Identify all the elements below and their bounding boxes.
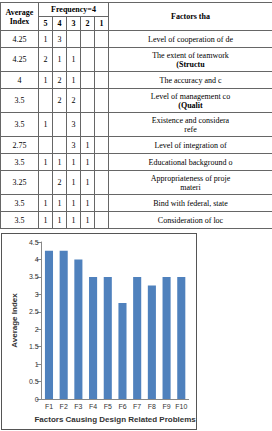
svg-text:Factors Causing Design Related: Factors Causing Design Related Problems (34, 415, 196, 424)
html-text:1: 1 (85, 198, 90, 208)
html-text:3.5: 3.5 (14, 96, 25, 105)
svg-text:1: 1 (35, 361, 39, 368)
html-text:2: 2 (85, 19, 90, 28)
html-text:1: 1 (57, 215, 62, 225)
svg-text:F5: F5 (104, 403, 112, 410)
svg-text:F9: F9 (162, 403, 170, 410)
svg-text:F3: F3 (74, 403, 82, 410)
html-text:Bind with federal, state: Bind with federal, state (153, 198, 228, 208)
html-text:1: 1 (43, 75, 48, 85)
html-text:1: 1 (85, 215, 90, 225)
html-text:4.25: 4.25 (12, 55, 27, 64)
svg-text:0.5: 0.5 (29, 378, 39, 385)
svg-text:F4: F4 (89, 403, 97, 410)
html-text:Appropriateness of proje: Appropriateness of proje (150, 173, 231, 183)
html-text:1: 1 (85, 157, 90, 167)
html-text:4.25: 4.25 (12, 34, 27, 44)
html-text:4: 4 (17, 75, 22, 85)
html-text:Frequency=4: Frequency=4 (51, 5, 96, 14)
html-text:3.5: 3.5 (14, 157, 25, 167)
html-text:Level of cooperation of de: Level of cooperation of de (148, 34, 233, 44)
html-text:1: 1 (71, 75, 76, 85)
html-text:2: 2 (43, 55, 48, 64)
html-text:2: 2 (57, 75, 62, 85)
html-text:Educational background o: Educational background o (148, 157, 233, 167)
svg-text:F2: F2 (60, 403, 68, 410)
html-text:Consideration of loc: Consideration of loc (157, 215, 224, 225)
html-text:3.5: 3.5 (14, 120, 25, 129)
html-text:1: 1 (71, 178, 76, 187)
html-text:1: 1 (99, 19, 104, 28)
html-text:Factors tha: Factors tha (171, 12, 210, 21)
html-text:1: 1 (71, 157, 76, 167)
html-text:1: 1 (71, 198, 76, 208)
html-text:3.5: 3.5 (14, 198, 25, 208)
html-text:4: 4 (57, 19, 62, 28)
html-text:1: 1 (43, 198, 48, 208)
html-text:5: 5 (43, 19, 48, 28)
html-text:1: 1 (43, 34, 48, 44)
html-text:3.25: 3.25 (12, 178, 27, 187)
svg-text:Average Index: Average Index (10, 293, 19, 348)
svg-text:0: 0 (35, 396, 39, 403)
html-text:3.5: 3.5 (14, 215, 25, 225)
html-text:Existence and considera: Existence and considera (151, 115, 230, 125)
svg-text:F10: F10 (175, 403, 187, 410)
html-text:3: 3 (71, 120, 76, 129)
svg-text:F6: F6 (118, 403, 126, 410)
html-text:Index: Index (9, 16, 30, 26)
html-text:refe: refe (184, 124, 197, 134)
html-text:Average: Average (5, 7, 34, 17)
html-text:2: 2 (71, 96, 76, 105)
html-text:Level of integration of: Level of integration of (154, 140, 227, 150)
html-text:2.75: 2.75 (12, 140, 27, 150)
html-text:1: 1 (85, 178, 90, 187)
html-text:1: 1 (57, 55, 62, 64)
svg-text:1.5: 1.5 (29, 343, 39, 350)
svg-text:2: 2 (35, 326, 39, 333)
html-text:1: 1 (43, 120, 48, 129)
html-text:1: 1 (43, 157, 48, 167)
html-text:The extent of teamwork: The extent of teamwork (152, 50, 229, 60)
html-text:1: 1 (71, 215, 76, 225)
html-text:(Structu: (Structu (176, 59, 205, 69)
svg-text:4: 4 (35, 256, 39, 263)
html-text:1: 1 (57, 198, 62, 208)
svg-text:4.5: 4.5 (29, 239, 39, 246)
html-text:2: 2 (57, 96, 62, 105)
html-text:The accuracy and c: The accuracy and c (159, 75, 222, 85)
html-text:1: 1 (71, 55, 76, 64)
html-text:1: 1 (43, 215, 48, 225)
svg-text:F1: F1 (45, 403, 53, 410)
svg-text:F8: F8 (148, 403, 156, 410)
html-text:2: 2 (57, 178, 62, 187)
svg-text:2.5: 2.5 (29, 308, 39, 315)
html-text:1: 1 (57, 157, 62, 167)
svg-text:F7: F7 (133, 403, 141, 410)
html-text:Level of management co: Level of management co (150, 91, 231, 101)
html-text:3: 3 (71, 19, 76, 28)
svg-text:3.5: 3.5 (29, 273, 39, 280)
html-text:3: 3 (71, 140, 76, 150)
svg-text:3: 3 (35, 291, 39, 298)
html-text:(Qualit: (Qualit (178, 100, 203, 110)
html-text:1: 1 (85, 140, 90, 150)
html-text:3: 3 (57, 34, 62, 44)
html-text:materi: materi (180, 182, 201, 192)
